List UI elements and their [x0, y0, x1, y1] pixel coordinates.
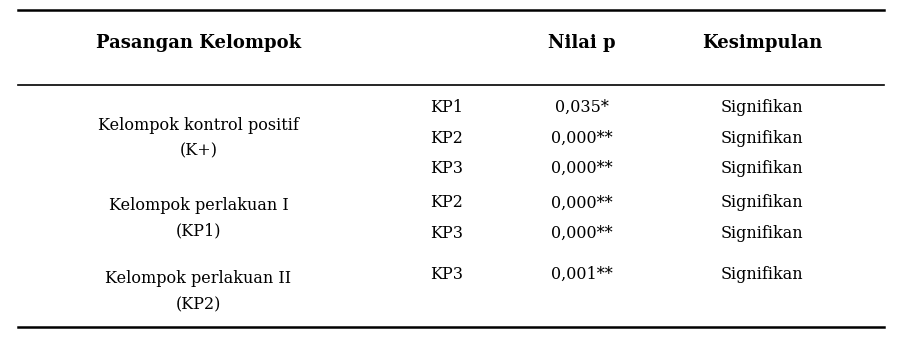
Text: Signifikan: Signifikan	[721, 266, 804, 283]
Text: Signifikan: Signifikan	[721, 130, 804, 147]
Text: KP2: KP2	[430, 194, 463, 211]
Text: Kelompok kontrol positif
(K+): Kelompok kontrol positif (K+)	[98, 117, 299, 160]
Text: Kesimpulan: Kesimpulan	[702, 34, 823, 51]
Text: Signifikan: Signifikan	[721, 225, 804, 242]
Text: Signifikan: Signifikan	[721, 160, 804, 177]
Text: Nilai p: Nilai p	[548, 34, 615, 51]
Text: 0,000**: 0,000**	[551, 225, 612, 242]
Text: 0,000**: 0,000**	[551, 130, 612, 147]
Text: KP3: KP3	[430, 266, 463, 283]
Text: KP3: KP3	[430, 160, 463, 177]
Text: Kelompok perlakuan II
(KP2): Kelompok perlakuan II (KP2)	[106, 270, 291, 313]
Text: Pasangan Kelompok: Pasangan Kelompok	[96, 34, 301, 51]
Text: 0,000**: 0,000**	[551, 194, 612, 211]
Text: KP3: KP3	[430, 225, 463, 242]
Text: Kelompok perlakuan I
(KP1): Kelompok perlakuan I (KP1)	[108, 197, 289, 240]
Text: 0,000**: 0,000**	[551, 160, 612, 177]
Text: 0,001**: 0,001**	[551, 266, 612, 283]
Text: Signifikan: Signifikan	[721, 194, 804, 211]
Text: Signifikan: Signifikan	[721, 99, 804, 116]
Text: 0,035*: 0,035*	[555, 99, 609, 116]
Text: KP2: KP2	[430, 130, 463, 147]
Text: KP1: KP1	[430, 99, 463, 116]
